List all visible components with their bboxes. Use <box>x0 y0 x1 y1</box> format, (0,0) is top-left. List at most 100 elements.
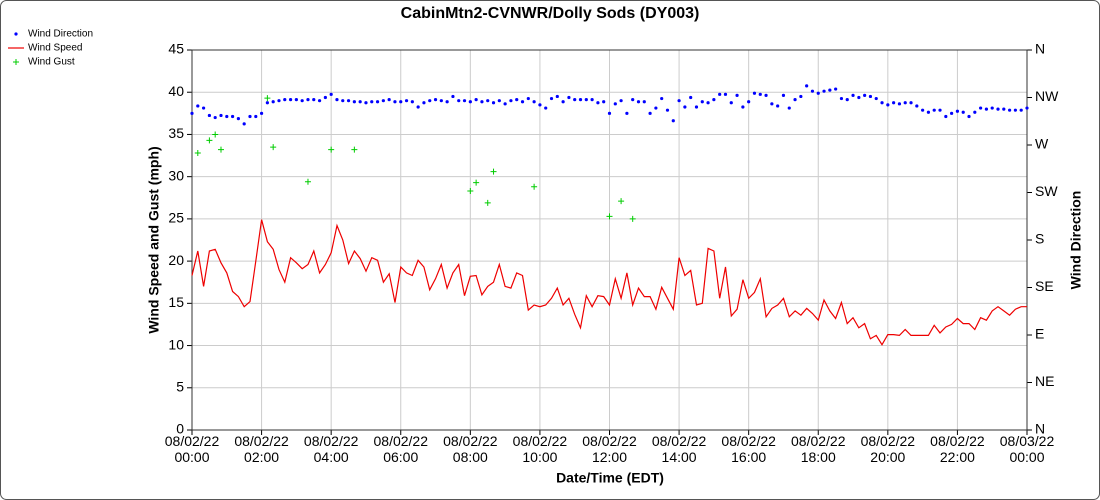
direction-point <box>242 122 246 126</box>
direction-point <box>996 107 1000 111</box>
direction-point <box>950 111 954 115</box>
direction-point <box>955 109 960 113</box>
direction-point <box>404 99 409 103</box>
direction-point <box>387 98 391 102</box>
gust-point <box>212 131 219 138</box>
direction-point <box>909 101 913 105</box>
direction-point <box>712 98 716 102</box>
direction-point <box>491 101 496 105</box>
direction-point <box>793 98 797 102</box>
direction-point <box>886 103 890 107</box>
direction-point <box>770 102 774 106</box>
direction-point <box>259 111 264 115</box>
direction-point <box>915 104 919 108</box>
direction-point <box>799 94 803 99</box>
direction-point <box>868 94 873 99</box>
x-tick-label: 08/02/22 12:00 <box>582 433 637 465</box>
direction-point <box>323 95 327 100</box>
direction-point <box>335 98 339 102</box>
direction-point <box>196 104 200 108</box>
direction-point <box>944 114 948 119</box>
direction-point <box>236 117 240 121</box>
y2-axis-label: Wind Direction <box>1068 191 1084 290</box>
direction-point <box>979 106 983 110</box>
gust-point <box>270 144 277 151</box>
direction-point <box>973 110 977 114</box>
direction-point <box>967 114 971 119</box>
direction-point <box>1013 108 1018 112</box>
direction-point <box>445 100 449 104</box>
direction-point <box>660 96 664 101</box>
direction-point <box>1002 107 1006 111</box>
direction-point <box>613 102 617 106</box>
direction-point <box>706 101 710 105</box>
direction-point <box>892 101 896 105</box>
direction-point <box>602 100 606 104</box>
direction-point <box>718 92 722 96</box>
direction-point <box>549 96 554 101</box>
gust-point <box>264 95 271 102</box>
direction-point <box>828 88 832 92</box>
chart-title: CabinMtn2-CVNWR/Dolly Sods (DY003) <box>401 5 700 22</box>
direction-point <box>317 99 322 103</box>
direction-point <box>921 108 925 112</box>
direction-point <box>671 119 675 123</box>
x-tick-label: 08/02/22 00:00 <box>164 433 220 465</box>
gust-point <box>484 199 491 206</box>
x-tick-label: 08/02/22 18:00 <box>791 433 846 465</box>
y-tick-label: 25 <box>168 210 184 226</box>
direction-point <box>1025 106 1029 110</box>
direction-point <box>370 100 374 104</box>
direction-point <box>932 108 936 112</box>
direction-point <box>520 100 525 104</box>
y2-tick-label: N <box>1035 421 1045 437</box>
direction-point <box>486 99 490 103</box>
gust-point <box>618 198 625 205</box>
direction-point <box>654 106 658 110</box>
direction-point <box>225 114 229 119</box>
direction-point <box>787 106 791 110</box>
direction-point <box>254 114 258 119</box>
gust-point <box>206 137 213 144</box>
direction-point <box>834 87 838 91</box>
direction-point <box>346 99 351 103</box>
gust-point <box>531 183 538 190</box>
direction-point <box>961 110 965 114</box>
direction-point <box>190 111 194 115</box>
direction-point <box>515 98 519 102</box>
direction-point <box>926 110 931 114</box>
direction-point <box>207 113 211 118</box>
direction-point <box>758 92 762 96</box>
y-tick-label: 30 <box>168 167 184 183</box>
y-tick-label: 45 <box>168 41 184 57</box>
direction-point <box>283 98 287 102</box>
direction-point <box>439 99 443 103</box>
direction-point <box>694 105 699 109</box>
direction-point <box>312 98 316 102</box>
direction-point <box>381 99 385 103</box>
direction-point <box>590 98 594 102</box>
direction-point <box>462 99 467 103</box>
direction-point <box>532 100 536 104</box>
gust-point <box>194 150 201 157</box>
direction-point <box>277 99 281 103</box>
direction-point <box>213 115 217 120</box>
direction-point <box>451 94 455 99</box>
direction-point <box>288 98 293 102</box>
direction-point <box>723 92 728 96</box>
direction-point <box>433 98 438 102</box>
y-tick-label: 40 <box>168 83 184 99</box>
direction-point <box>747 100 751 104</box>
x-tick-label: 08/02/22 16:00 <box>721 433 776 465</box>
legend-label: Wind Speed <box>28 43 82 54</box>
direction-point <box>857 95 861 100</box>
direction-point <box>248 114 252 119</box>
direction-point <box>567 95 571 100</box>
direction-point <box>642 100 646 104</box>
direction-point <box>358 100 362 104</box>
direction-point <box>578 98 583 102</box>
direction-point <box>329 92 333 96</box>
